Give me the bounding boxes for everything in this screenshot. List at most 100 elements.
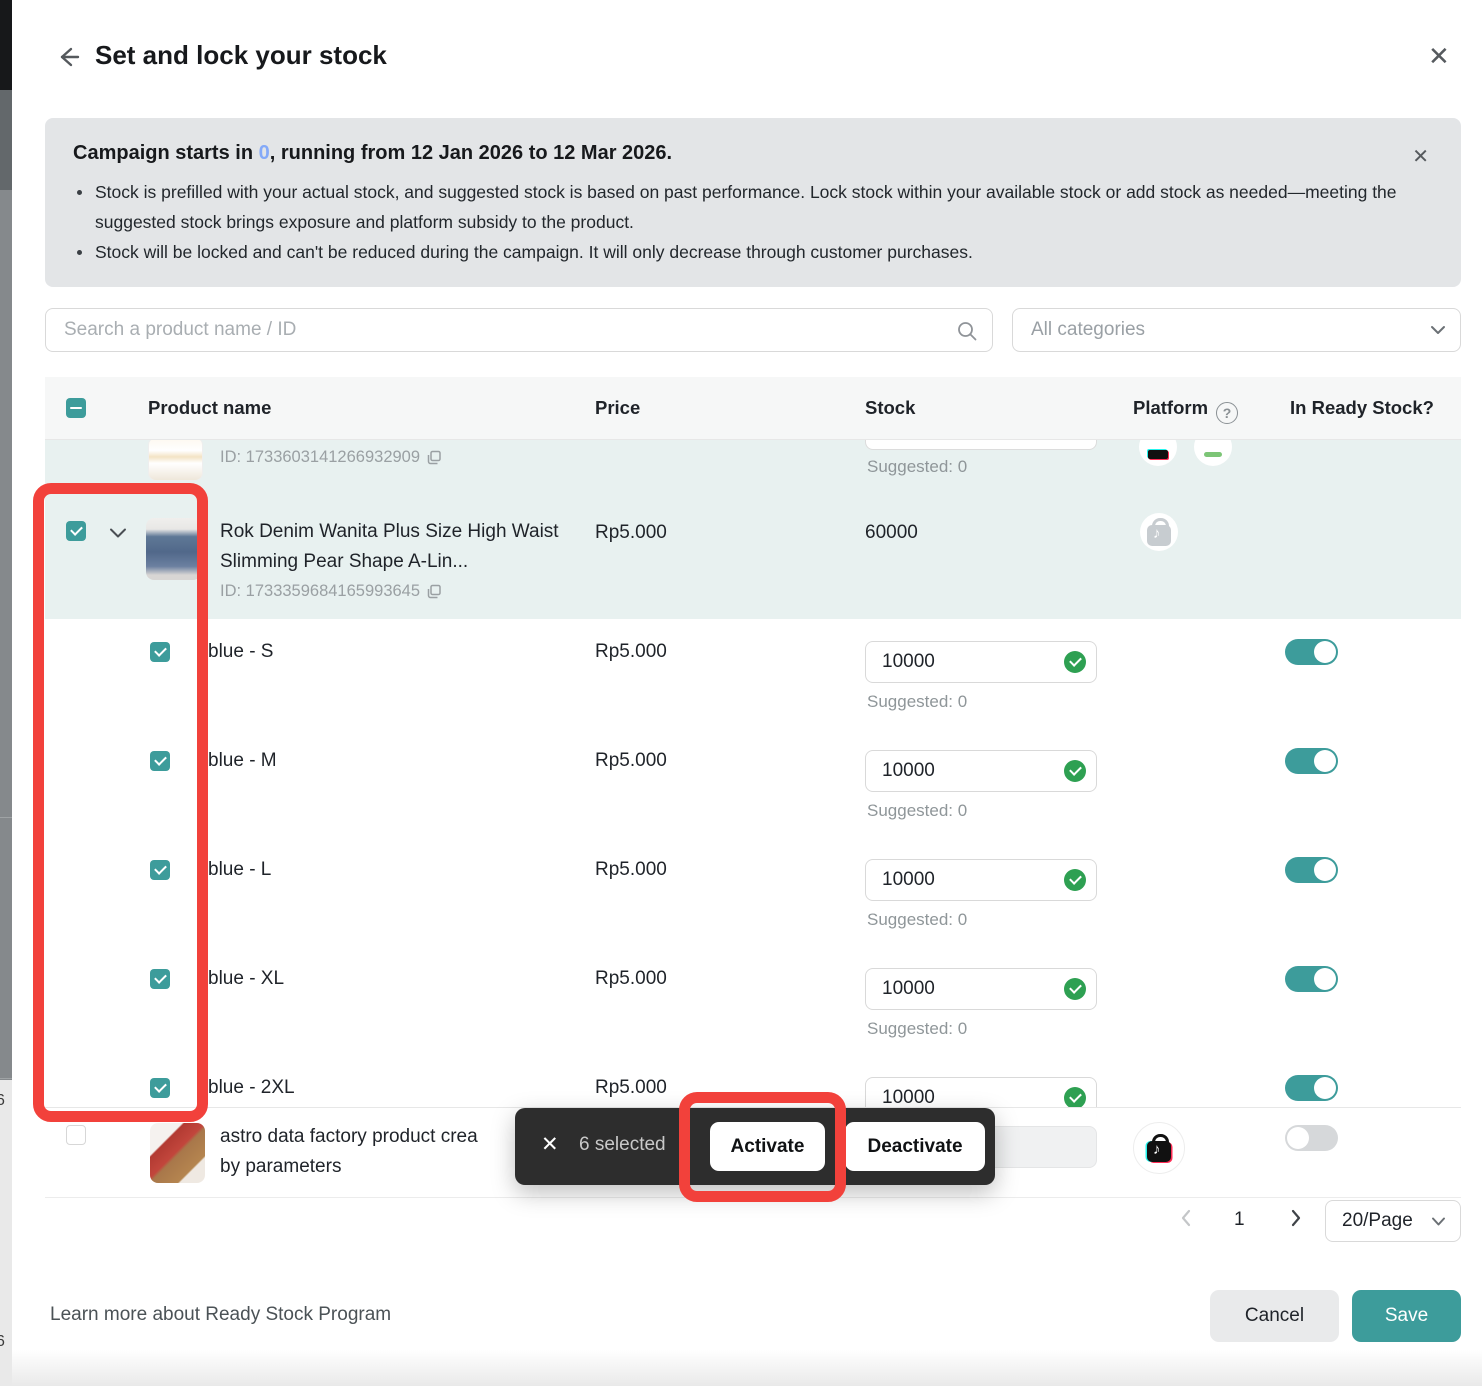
- search-icon[interactable]: [956, 320, 978, 342]
- variant-label: blue - XL: [208, 968, 285, 989]
- banner-title-prefix: Campaign starts in: [73, 142, 259, 164]
- background-edge-gray-block: [0, 90, 12, 190]
- product-id: ID: 1733359684165993645: [220, 582, 442, 601]
- stock-input[interactable]: [865, 750, 1097, 792]
- stock-field: [865, 968, 1097, 1010]
- product-id-text: ID: 1733603141266932909: [220, 448, 421, 466]
- valid-check-icon: [1064, 760, 1086, 782]
- stock-input[interactable]: [865, 1077, 1097, 1107]
- background-page-edge: 6 6: [0, 0, 12, 1386]
- campaign-countdown: 0: [258, 142, 270, 164]
- variant-label: blue - 2XL: [208, 1077, 295, 1098]
- ready-stock-toggle-on[interactable]: [1285, 1075, 1338, 1101]
- product-title: Rok Denim Wanita Plus Size High Waist Sl…: [220, 521, 559, 572]
- variant-checkbox[interactable]: [150, 751, 170, 771]
- tiktok-platform-icon: [1139, 440, 1177, 466]
- product-checkbox[interactable]: [66, 1125, 86, 1145]
- variant-checkbox[interactable]: [150, 860, 170, 880]
- clear-selection-icon[interactable]: ✕: [541, 1133, 559, 1156]
- chevron-down-icon: [1431, 1216, 1446, 1227]
- variant-row: blue - L Rp5.000 Suggested: 0: [45, 837, 1461, 946]
- product-title-line1: astro data factory product crea: [220, 1126, 478, 1147]
- modal-close-icon[interactable]: ✕: [1428, 41, 1450, 71]
- select-all-checkbox[interactable]: [66, 398, 86, 418]
- product-search: [45, 308, 993, 352]
- column-in-ready-stock: In Ready Stock?: [1290, 397, 1434, 418]
- product-checkbox[interactable]: [66, 521, 86, 541]
- variant-checkbox[interactable]: [150, 642, 170, 662]
- suggested-stock: Suggested: 0: [867, 457, 968, 476]
- product-price: Rp5.000: [595, 522, 667, 543]
- variant-row: blue - XL Rp5.000 Suggested: 0: [45, 946, 1461, 1055]
- column-product-name: Product name: [148, 397, 272, 418]
- suggested-stock: Suggested: 0: [867, 910, 968, 929]
- copy-icon[interactable]: [427, 584, 442, 599]
- suggested-stock: Suggested: 0: [867, 1019, 968, 1038]
- column-stock: Stock: [865, 397, 916, 418]
- background-text-fragment: 6: [0, 1333, 5, 1350]
- activate-button[interactable]: Activate: [710, 1122, 825, 1171]
- variant-checkbox[interactable]: [150, 1078, 170, 1098]
- product-thumbnail: [150, 1123, 205, 1183]
- stock-field: [865, 859, 1097, 901]
- save-button[interactable]: Save: [1352, 1290, 1461, 1342]
- page-size-value: 20/Page: [1342, 1210, 1413, 1231]
- pagination-next-icon[interactable]: [1288, 1207, 1304, 1229]
- product-title-line2: by parameters: [220, 1156, 342, 1177]
- ready-stock-toggle-on[interactable]: [1285, 748, 1338, 774]
- ready-stock-toggle-off[interactable]: [1285, 1125, 1338, 1151]
- background-edge-dark-block: [0, 0, 12, 90]
- stock-table: Product name Price Stock Platform? In Re…: [45, 377, 1461, 1198]
- chevron-down-icon[interactable]: [109, 527, 127, 539]
- banner-close-icon[interactable]: ✕: [1412, 146, 1429, 168]
- pagination-current-page[interactable]: 1: [1234, 1209, 1245, 1230]
- product-thumbnail: [146, 518, 201, 580]
- product-thumbnail: [148, 440, 203, 481]
- page-size-select[interactable]: 20/Page: [1325, 1200, 1461, 1242]
- ready-stock-toggle-on[interactable]: [1285, 639, 1338, 665]
- stock-field: [865, 750, 1097, 792]
- background-edge-divider: [0, 1078, 12, 1079]
- stock-input[interactable]: [865, 859, 1097, 901]
- tiktok-shop-icon: [1133, 1122, 1185, 1174]
- variant-price: Rp5.000: [595, 750, 667, 771]
- stock-input[interactable]: [865, 641, 1097, 683]
- back-button[interactable]: [52, 42, 82, 72]
- product-id: ID: 1733603141266932909: [220, 448, 442, 467]
- stock-input[interactable]: [865, 968, 1097, 1010]
- variant-row: blue - M Rp5.000 Suggested: 0: [45, 728, 1461, 837]
- suggested-stock: Suggested: 0: [867, 692, 968, 711]
- pagination-prev-icon[interactable]: [1178, 1207, 1194, 1229]
- stock-input-clipped[interactable]: [865, 440, 1097, 450]
- deactivate-button[interactable]: Deactivate: [845, 1122, 985, 1171]
- copy-icon[interactable]: [427, 450, 442, 465]
- valid-check-icon: [1064, 651, 1086, 673]
- selection-action-bar: ✕ 6 selected Activate Deactivate: [515, 1108, 995, 1185]
- category-selected-value: All categories: [1031, 319, 1146, 340]
- valid-check-icon: [1064, 1087, 1086, 1107]
- variant-price: Rp5.000: [595, 641, 667, 662]
- table-row-partial: ID: 1733603141266932909 Suggested: 0: [45, 440, 1461, 489]
- background-text-fragment: 6: [0, 1092, 5, 1109]
- valid-check-icon: [1064, 978, 1086, 1000]
- variant-row: blue - S Rp5.000 Suggested: 0: [45, 619, 1461, 728]
- learn-more-link[interactable]: Learn more about Ready Stock Program: [50, 1304, 392, 1325]
- platform-help-icon[interactable]: ?: [1216, 402, 1239, 424]
- category-select[interactable]: All categories: [1012, 308, 1461, 352]
- variant-price: Rp5.000: [595, 1077, 667, 1098]
- secondary-platform-icon: [1194, 440, 1232, 466]
- valid-check-icon: [1064, 869, 1086, 891]
- suggested-stock: Suggested: 0: [867, 801, 968, 820]
- search-input[interactable]: [64, 309, 954, 351]
- column-platform: Platform?: [1133, 397, 1239, 424]
- product-title: astro data factory product crea by param…: [220, 1122, 640, 1182]
- banner-bullet-2: Stock will be locked and can't be reduce…: [73, 237, 1403, 267]
- ready-stock-toggle-on[interactable]: [1285, 857, 1338, 883]
- column-price: Price: [595, 397, 641, 418]
- variant-checkbox[interactable]: [150, 969, 170, 989]
- chevron-down-icon: [1430, 324, 1446, 336]
- cancel-button[interactable]: Cancel: [1210, 1290, 1339, 1342]
- variant-price: Rp5.000: [595, 859, 667, 880]
- ready-stock-toggle-on[interactable]: [1285, 966, 1338, 992]
